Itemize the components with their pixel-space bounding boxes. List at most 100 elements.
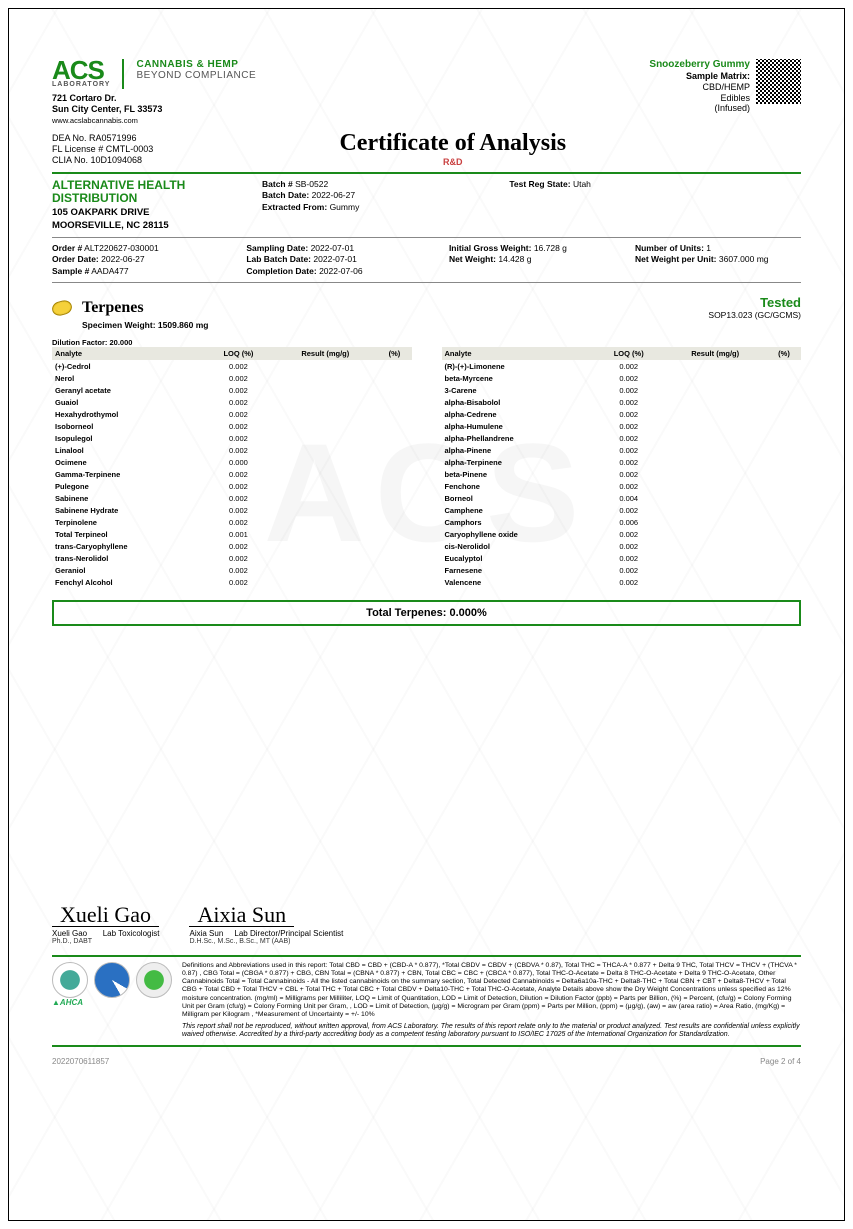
analyte-mgg <box>663 528 767 540</box>
lab-website: www.acslabcannabis.com <box>52 116 256 125</box>
analyte-name: alpha-Pinene <box>442 444 595 456</box>
analyte-mgg <box>273 360 377 372</box>
analyte-loq: 0.002 <box>594 360 663 372</box>
table-row: Farnesene0.002 <box>442 564 802 576</box>
table-row: trans-Nerolidol0.002 <box>52 552 412 564</box>
table-row: alpha-Pinene0.002 <box>442 444 802 456</box>
analyte-name: Isopulegol <box>52 432 204 444</box>
section-status-block: Tested SOP13.023 (GC/GCMS) <box>708 295 801 320</box>
analyte-mgg <box>663 468 767 480</box>
analyte-name: alpha-Bisabolol <box>442 396 595 408</box>
analyte-name: trans-Nerolidol <box>52 552 204 564</box>
analyte-mgg <box>663 564 767 576</box>
analyte-name: (+)-Cedrol <box>52 360 204 372</box>
lab-batch-date-k: Lab Batch Date: <box>246 254 311 264</box>
analyte-mgg <box>663 432 767 444</box>
analyte-loq: 0.002 <box>594 396 663 408</box>
analyte-pct <box>767 372 801 384</box>
table-row: Sabinene Hydrate0.002 <box>52 504 412 516</box>
table-row: Isopulegol0.002 <box>52 432 412 444</box>
table-row: alpha-Phellandrene0.002 <box>442 432 802 444</box>
table-row: beta-Myrcene0.002 <box>442 372 802 384</box>
analyte-mgg <box>663 576 767 588</box>
analyte-name: Borneol <box>442 492 595 504</box>
client-batch-row: ALTERNATIVE HEALTH DISTRIBUTION 105 OAKP… <box>52 179 801 231</box>
coa-subtitle: R&D <box>339 157 566 167</box>
sample-matrix-1: CBD/HEMP <box>649 82 750 93</box>
table-row: Eucalyptol0.002 <box>442 552 802 564</box>
product-info: Snoozeberry Gummy Sample Matrix: CBD/HEM… <box>649 59 750 114</box>
analyte-loq: 0.002 <box>594 468 663 480</box>
analyte-mgg <box>273 492 377 504</box>
analyte-pct <box>767 408 801 420</box>
analyte-loq: 0.004 <box>594 492 663 504</box>
th-loq: LOQ (%) <box>204 347 274 360</box>
terpene-table-left: Analyte LOQ (%) Result (mg/g) (%) (+)-Ce… <box>52 347 412 588</box>
sample-matrix-2: Edibles <box>649 93 750 104</box>
analyte-name: Pulegone <box>52 480 204 492</box>
analyte-pct <box>377 384 411 396</box>
ahca-logo: ▲AHCA <box>52 998 172 1007</box>
analyte-loq: 0.002 <box>204 504 274 516</box>
analyte-loq: 0.002 <box>594 456 663 468</box>
analyte-pct <box>767 468 801 480</box>
analyte-name: alpha-Terpinene <box>442 456 595 468</box>
qr-code-icon <box>756 59 801 104</box>
analyte-mgg <box>273 480 377 492</box>
analyte-name: alpha-Cedrene <box>442 408 595 420</box>
completion-date-v: 2022-07-06 <box>319 266 362 276</box>
logo-divider <box>122 59 124 89</box>
table-row: Borneol0.004 <box>442 492 802 504</box>
table-row: Camphene0.002 <box>442 504 802 516</box>
table-row: Geranyl acetate0.002 <box>52 384 412 396</box>
product-name: Snoozeberry Gummy <box>649 59 750 71</box>
emerald-logo-icon <box>136 962 172 998</box>
table-row: alpha-Humulene0.002 <box>442 420 802 432</box>
analyte-name: Fenchyl Alcohol <box>52 576 204 588</box>
analyte-loq: 0.002 <box>594 420 663 432</box>
analyte-loq: 0.002 <box>204 492 274 504</box>
batch-date-v: 2022-06-27 <box>312 190 355 200</box>
order-k: Order # <box>52 243 82 253</box>
analyte-mgg <box>273 504 377 516</box>
terpene-table-right: Analyte LOQ (%) Result (mg/g) (%) (R)-(+… <box>442 347 802 588</box>
analyte-pct <box>377 504 411 516</box>
order-date-k: Order Date: <box>52 254 99 264</box>
table-row: 3-Carene0.002 <box>442 384 802 396</box>
sig-2: Aixia Sun Aixia Sun Lab Director/Princip… <box>189 906 343 945</box>
analyte-pct <box>377 372 411 384</box>
analyte-pct <box>767 432 801 444</box>
table-row: Total Terpineol0.001 <box>52 528 412 540</box>
analyte-mgg <box>663 384 767 396</box>
units-k: Number of Units: <box>635 243 704 253</box>
total-terpenes: Total Terpenes: 0.000% <box>52 600 801 626</box>
analyte-loq: 0.002 <box>204 372 274 384</box>
analyte-name: 3-Carene <box>442 384 595 396</box>
lab-addr-2: Sun City Center, FL 33573 <box>52 104 256 115</box>
logo-taglines: CANNABIS & HEMP BEYOND COMPLIANCE <box>136 59 256 81</box>
analyte-mgg <box>663 504 767 516</box>
analyte-pct <box>767 420 801 432</box>
analyte-pct <box>767 456 801 468</box>
net-v: 14.428 g <box>498 254 531 264</box>
test-reg-k: Test Reg State: <box>509 179 570 189</box>
analyte-pct <box>767 504 801 516</box>
analyte-loq: 0.002 <box>204 468 274 480</box>
analyte-mgg <box>273 468 377 480</box>
analyte-mgg <box>273 384 377 396</box>
analyte-mgg <box>663 552 767 564</box>
analyte-mgg <box>663 408 767 420</box>
analyte-loq: 0.002 <box>594 564 663 576</box>
terpene-icon <box>51 299 74 318</box>
analyte-loq: 0.002 <box>594 372 663 384</box>
analyte-mgg <box>273 456 377 468</box>
analyte-loq: 0.002 <box>594 552 663 564</box>
analyte-name: (R)-(+)-Limonene <box>442 360 595 372</box>
reg-state: Test Reg State: Utah <box>509 179 591 231</box>
logo-tagline-1: CANNABIS & HEMP <box>136 59 256 70</box>
analyte-pct <box>377 420 411 432</box>
pjla-logo-icon <box>52 962 88 998</box>
batch-date-k: Batch Date: <box>262 190 309 200</box>
lab-block: ACS LABORATORY CANNABIS & HEMP BEYOND CO… <box>52 59 256 167</box>
analyte-name: beta-Myrcene <box>442 372 595 384</box>
